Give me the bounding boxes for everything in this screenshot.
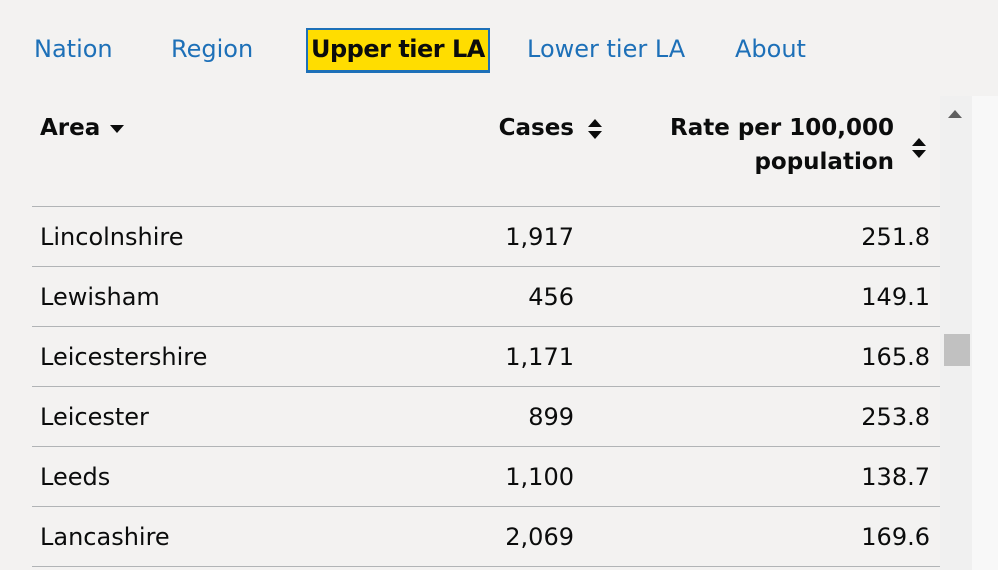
area-header-label: Area bbox=[40, 115, 101, 141]
rate-cell: 253.8 bbox=[861, 403, 930, 431]
table-row: Lewisham 456 149.1 bbox=[32, 267, 940, 327]
rate-header-line1: Rate per 100,000 bbox=[669, 115, 894, 141]
area-type-tabs: Nation Region Upper tier LA Lower tier L… bbox=[0, 0, 998, 96]
table-row: Leicestershire 1,171 165.8 bbox=[32, 327, 940, 387]
area-cell: Leeds bbox=[40, 463, 111, 491]
table-header: Area Cases Rate per 100,000 population bbox=[32, 96, 940, 207]
rate-cell: 251.8 bbox=[861, 223, 930, 251]
area-cell: Lancashire bbox=[40, 523, 170, 551]
cases-table: Area Cases Rate per 100,000 population L… bbox=[32, 96, 940, 570]
table-row: Lincolnshire 1,917 251.8 bbox=[32, 207, 940, 267]
table-row: Lancashire 2,069 169.6 bbox=[32, 507, 940, 567]
sort-both-icon bbox=[588, 119, 602, 139]
tab-nation[interactable]: Nation bbox=[34, 35, 113, 63]
cases-cell: 899 bbox=[528, 403, 574, 431]
area-cell: Leicester bbox=[40, 403, 149, 431]
cases-cell: 1,171 bbox=[505, 343, 574, 371]
area-cell: Lewisham bbox=[40, 283, 160, 311]
area-cell: Leicestershire bbox=[40, 343, 208, 371]
cases-cell: 2,069 bbox=[505, 523, 574, 551]
area-cell: Lincolnshire bbox=[40, 223, 184, 251]
cases-cell: 1,100 bbox=[505, 463, 574, 491]
rate-cell: 138.7 bbox=[861, 463, 930, 491]
cases-column-header[interactable]: Cases bbox=[450, 111, 602, 145]
cases-header-label: Cases bbox=[498, 115, 574, 141]
caret-down-icon bbox=[110, 125, 124, 133]
table-scrollbar[interactable] bbox=[940, 96, 972, 570]
arrow-up-icon[interactable] bbox=[948, 110, 962, 118]
rate-cell: 165.8 bbox=[861, 343, 930, 371]
table-row: Leicester 899 253.8 bbox=[32, 387, 940, 447]
tab-about[interactable]: About bbox=[735, 35, 806, 63]
cases-cell: 456 bbox=[528, 283, 574, 311]
page-edge bbox=[972, 96, 998, 570]
rate-column-header[interactable]: Rate per 100,000 population bbox=[642, 111, 926, 179]
rate-cell: 149.1 bbox=[861, 283, 930, 311]
cases-cell: 1,917 bbox=[505, 223, 574, 251]
sort-both-icon bbox=[912, 138, 926, 158]
table-row: Leeds 1,100 138.7 bbox=[32, 447, 940, 507]
area-column-header[interactable]: Area bbox=[40, 111, 124, 145]
tab-lower-tier-la[interactable]: Lower tier LA bbox=[527, 35, 686, 63]
rate-cell: 169.6 bbox=[861, 523, 930, 551]
tab-upper-tier-la[interactable]: Upper tier LA bbox=[306, 28, 490, 73]
rate-header-line2: population bbox=[754, 149, 894, 175]
scrollbar-thumb[interactable] bbox=[944, 334, 970, 366]
tab-region[interactable]: Region bbox=[171, 35, 254, 63]
